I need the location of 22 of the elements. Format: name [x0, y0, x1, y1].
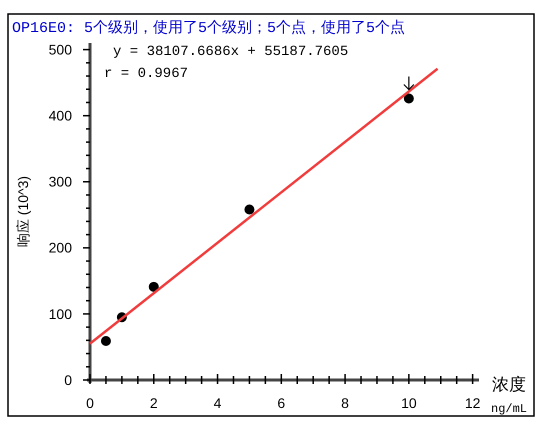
y-tick-label: 300: [48, 174, 72, 190]
x-tick-label: 2: [150, 395, 158, 411]
annotation: r = 0.9967: [104, 66, 188, 82]
y-tick-label: 0: [64, 372, 72, 388]
x-tick-label: 0: [86, 395, 94, 411]
x-tick-label: 6: [277, 395, 286, 411]
x-axis-title: 浓度 ng/mL: [491, 375, 528, 416]
point: [100, 336, 111, 346]
y-tick-label: 100: [48, 306, 72, 322]
point: [244, 204, 254, 215]
point: [404, 94, 414, 104]
y-axis-title: 响应 (10^3): [15, 176, 31, 248]
chart-title: OP16E0: 5个级别，使用了5个级别；5个点，使用了5个点: [12, 19, 406, 37]
x-tick-label: 12: [464, 395, 481, 411]
point: [148, 282, 159, 292]
y-tick-label: 400: [48, 108, 72, 124]
x-tick-label: 8: [341, 395, 350, 411]
annotation: y = 38107.6686x + 55187.7605: [113, 44, 348, 60]
x-tick-label: 4: [214, 395, 222, 411]
y-tick-label: 200: [48, 240, 72, 256]
x-tick-label: 10: [401, 395, 417, 411]
y-tick-label: 500: [48, 42, 72, 58]
